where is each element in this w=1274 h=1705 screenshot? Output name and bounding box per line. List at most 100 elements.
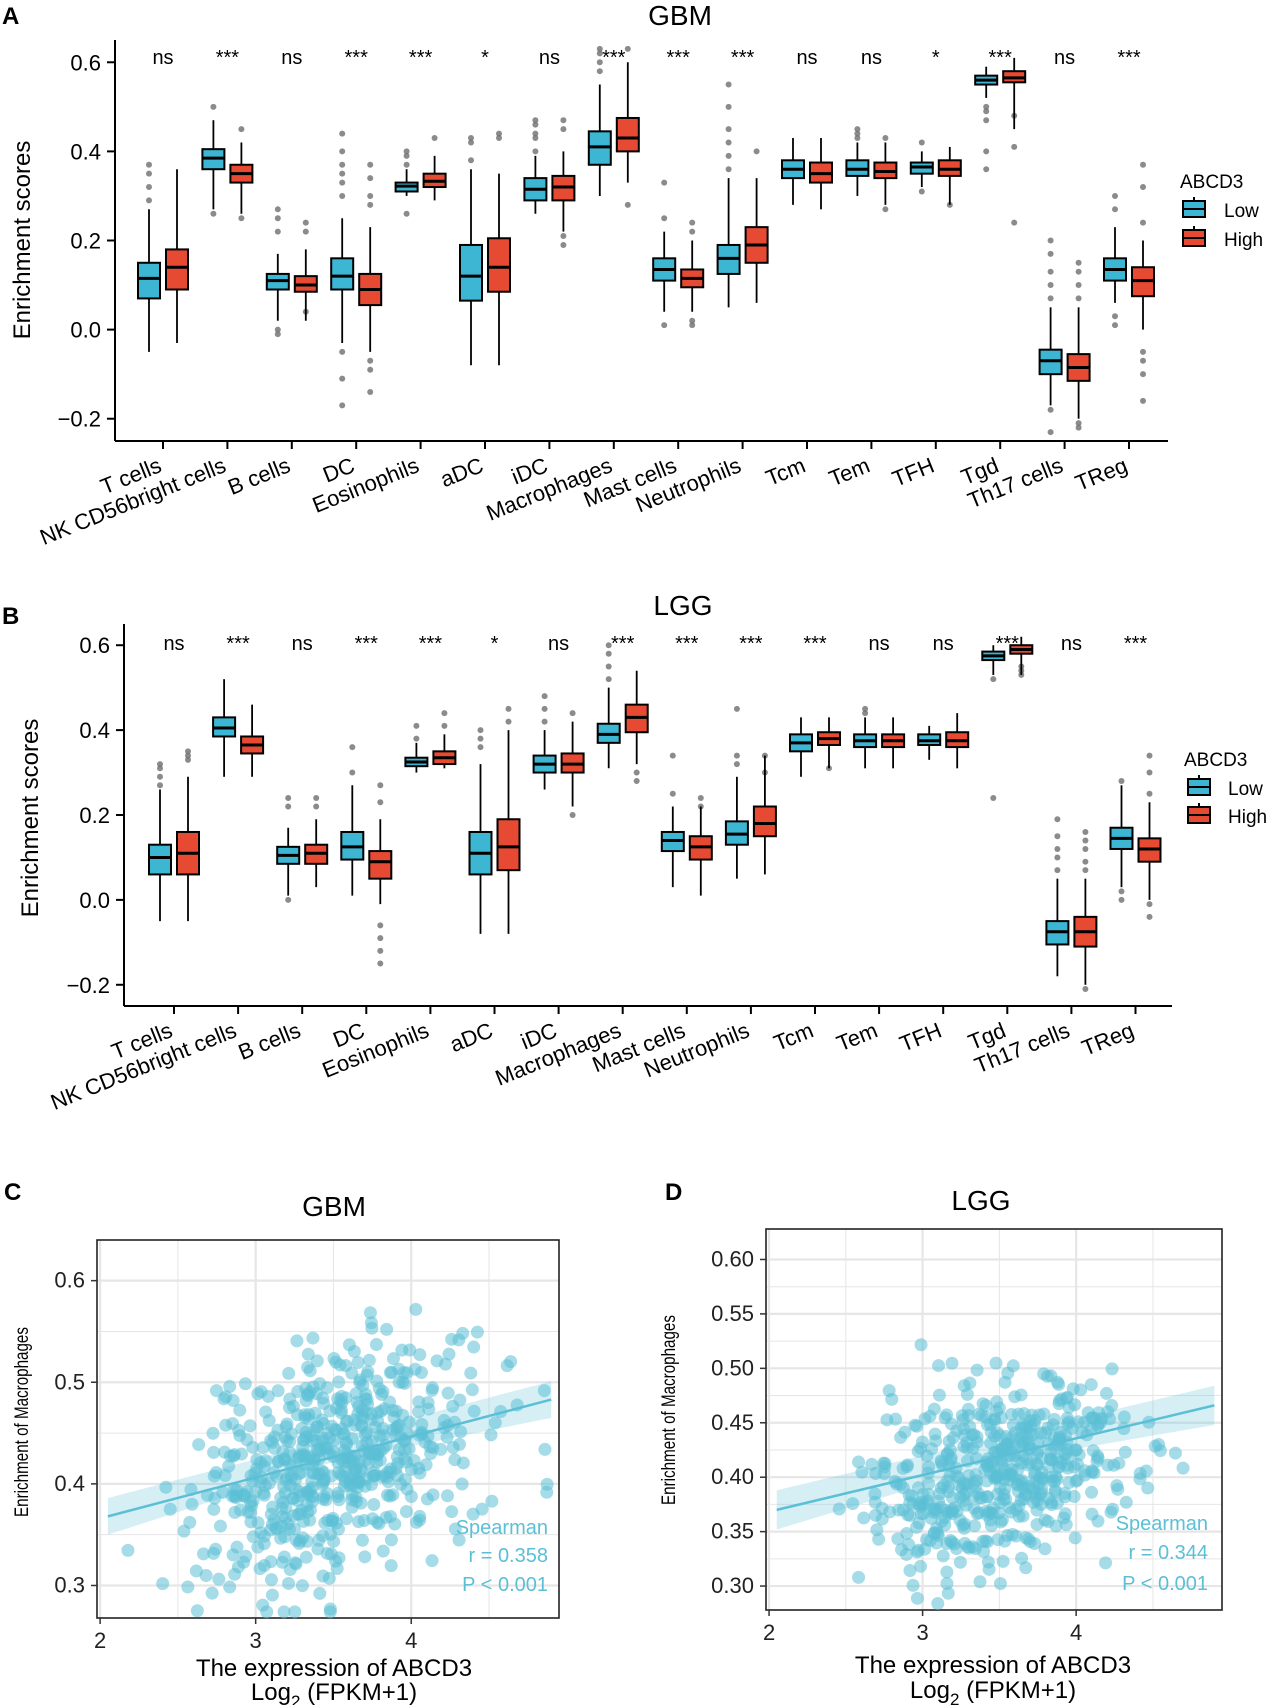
scatter-point-d	[1001, 1437, 1015, 1451]
scatter-point-c	[379, 1511, 393, 1525]
outlier-point-high-a	[882, 206, 889, 213]
scatter-point-d	[922, 1460, 936, 1474]
y-axis-title-a: Enrichment scores	[9, 141, 36, 340]
y-axis-title-d: Enrichment of Macrophages	[657, 1315, 679, 1505]
scatter-point-c	[309, 1434, 323, 1448]
outlier-point-low-a	[918, 188, 925, 195]
scatter-point-d	[1041, 1515, 1055, 1529]
scatter-point-c	[306, 1331, 320, 1345]
scatter-point-d	[1068, 1531, 1082, 1545]
plot-area-d: 0.30 0.35 0.40 0.45 0.50 0.55 0.60 2 3 4 Spearman r…	[711, 1228, 1223, 1645]
scatter-point-c	[360, 1393, 374, 1407]
scatter-point-c	[420, 1492, 434, 1506]
scatter-point-c	[234, 1503, 248, 1517]
outlier-point-high-b	[1146, 901, 1153, 908]
scatter-point-c	[259, 1405, 273, 1419]
scatter-point-c	[301, 1347, 315, 1361]
scatter-point-c	[484, 1428, 498, 1442]
outlier-point-low-a	[532, 117, 539, 124]
outlier-point-high-a	[238, 215, 245, 222]
outlier-point-low-a	[1047, 268, 1054, 275]
significance-label-b: ***	[419, 633, 443, 655]
x-axis-subtitle-rest-c: (FPKM+1)	[300, 1679, 417, 1705]
scatter-point-d	[957, 1379, 971, 1393]
scatter-point-c	[243, 1419, 257, 1433]
scatter-point-c	[425, 1383, 439, 1397]
scatter-point-d	[1030, 1503, 1044, 1517]
scatter-point-d	[1118, 1445, 1132, 1459]
outlier-point-low-b	[477, 744, 484, 751]
scatter-point-c	[302, 1408, 316, 1422]
scatter-point-d	[870, 1523, 884, 1537]
scatter-point-c	[319, 1493, 333, 1507]
scatter-point-c	[488, 1416, 502, 1430]
scatter-point-d	[945, 1491, 959, 1505]
scatter-point-d	[959, 1498, 973, 1512]
outlier-point-high-a	[1075, 295, 1082, 302]
outlier-point-low-a	[725, 139, 732, 146]
panel-d-lgg-scatter: D LGG Enrichment of Macrophages 0.30 0.35…	[657, 1179, 1223, 1705]
scatter-point-c	[329, 1554, 343, 1568]
outlier-point-high-a	[1075, 282, 1082, 289]
outlier-point-low-a	[403, 152, 410, 159]
outlier-point-low-a	[403, 148, 410, 155]
scatter-point-c	[295, 1422, 309, 1436]
scatter-point-c	[398, 1443, 412, 1457]
scatter-point-c	[352, 1515, 366, 1529]
outlier-point-low-b	[1118, 896, 1125, 903]
scatter-point-c	[370, 1374, 384, 1388]
outlier-point-high-b	[697, 795, 704, 802]
scatter-point-d	[995, 1457, 1009, 1471]
outlier-point-low-b	[413, 735, 420, 742]
outlier-point-low-a	[596, 50, 603, 57]
outlier-point-low-a	[854, 126, 861, 133]
scatter-point-d	[931, 1596, 945, 1610]
panel-c-gbm-scatter: C GBM Enrichment of Macrophages 0.30.40.…	[4, 1179, 560, 1705]
scatter-point-d	[1067, 1460, 1081, 1474]
outlier-point-high-b	[377, 960, 384, 967]
scatter-point-d	[1043, 1452, 1057, 1466]
x-tick-label-b: Tem	[833, 1017, 881, 1056]
scatter-point-c	[286, 1509, 300, 1523]
scatter-point-d	[920, 1449, 934, 1463]
x-tick-label-d: 3	[916, 1620, 928, 1645]
outlier-point-high-b	[185, 756, 191, 763]
scatter-point-d	[1015, 1476, 1029, 1490]
scatter-point-c	[159, 1480, 173, 1494]
scatter-point-d	[936, 1549, 950, 1563]
scatter-point-c	[345, 1493, 359, 1507]
scatter-point-c	[222, 1459, 236, 1473]
scatter-point-c	[383, 1366, 397, 1380]
scatter-point-d	[1072, 1448, 1086, 1462]
legend-a: ABCD3 Low High	[1180, 172, 1263, 251]
outlier-point-low-a	[596, 68, 603, 75]
outlier-point-high-b	[505, 705, 512, 712]
outlier-point-high-a	[302, 228, 309, 235]
scatter-point-d	[945, 1356, 959, 1370]
x-tick-label-c: 3	[250, 1628, 262, 1653]
scatter-point-c	[353, 1475, 367, 1489]
scatter-point-c	[384, 1533, 398, 1547]
scatter-point-d	[877, 1456, 891, 1470]
scatter-point-d	[1071, 1415, 1085, 1429]
outlier-point-low-b	[157, 761, 163, 768]
scatter-point-d	[1011, 1407, 1025, 1421]
outlier-point-low-a	[146, 184, 152, 191]
scatter-point-c	[339, 1391, 353, 1405]
outlier-point-high-a	[1140, 397, 1146, 404]
outlier-point-low-a	[339, 179, 346, 186]
x-axis-subtitle-base-c: Log	[251, 1679, 291, 1705]
scatter-point-c	[283, 1435, 297, 1449]
scatter-point-c	[448, 1453, 462, 1467]
scatter-point-c	[448, 1522, 462, 1536]
chart-title-c: GBM	[302, 1191, 366, 1222]
y-tick-label-d: 0.35	[711, 1519, 754, 1544]
x-tick-label-a: Tcm	[762, 452, 809, 490]
scatter-point-d	[961, 1477, 975, 1491]
outlier-point-low-a	[532, 148, 539, 155]
significance-label-a: ns	[539, 47, 560, 69]
outlier-point-high-b	[377, 922, 384, 929]
outlier-point-low-a	[403, 161, 410, 168]
outlier-point-high-a	[238, 126, 245, 133]
scatter-point-c	[323, 1602, 337, 1616]
